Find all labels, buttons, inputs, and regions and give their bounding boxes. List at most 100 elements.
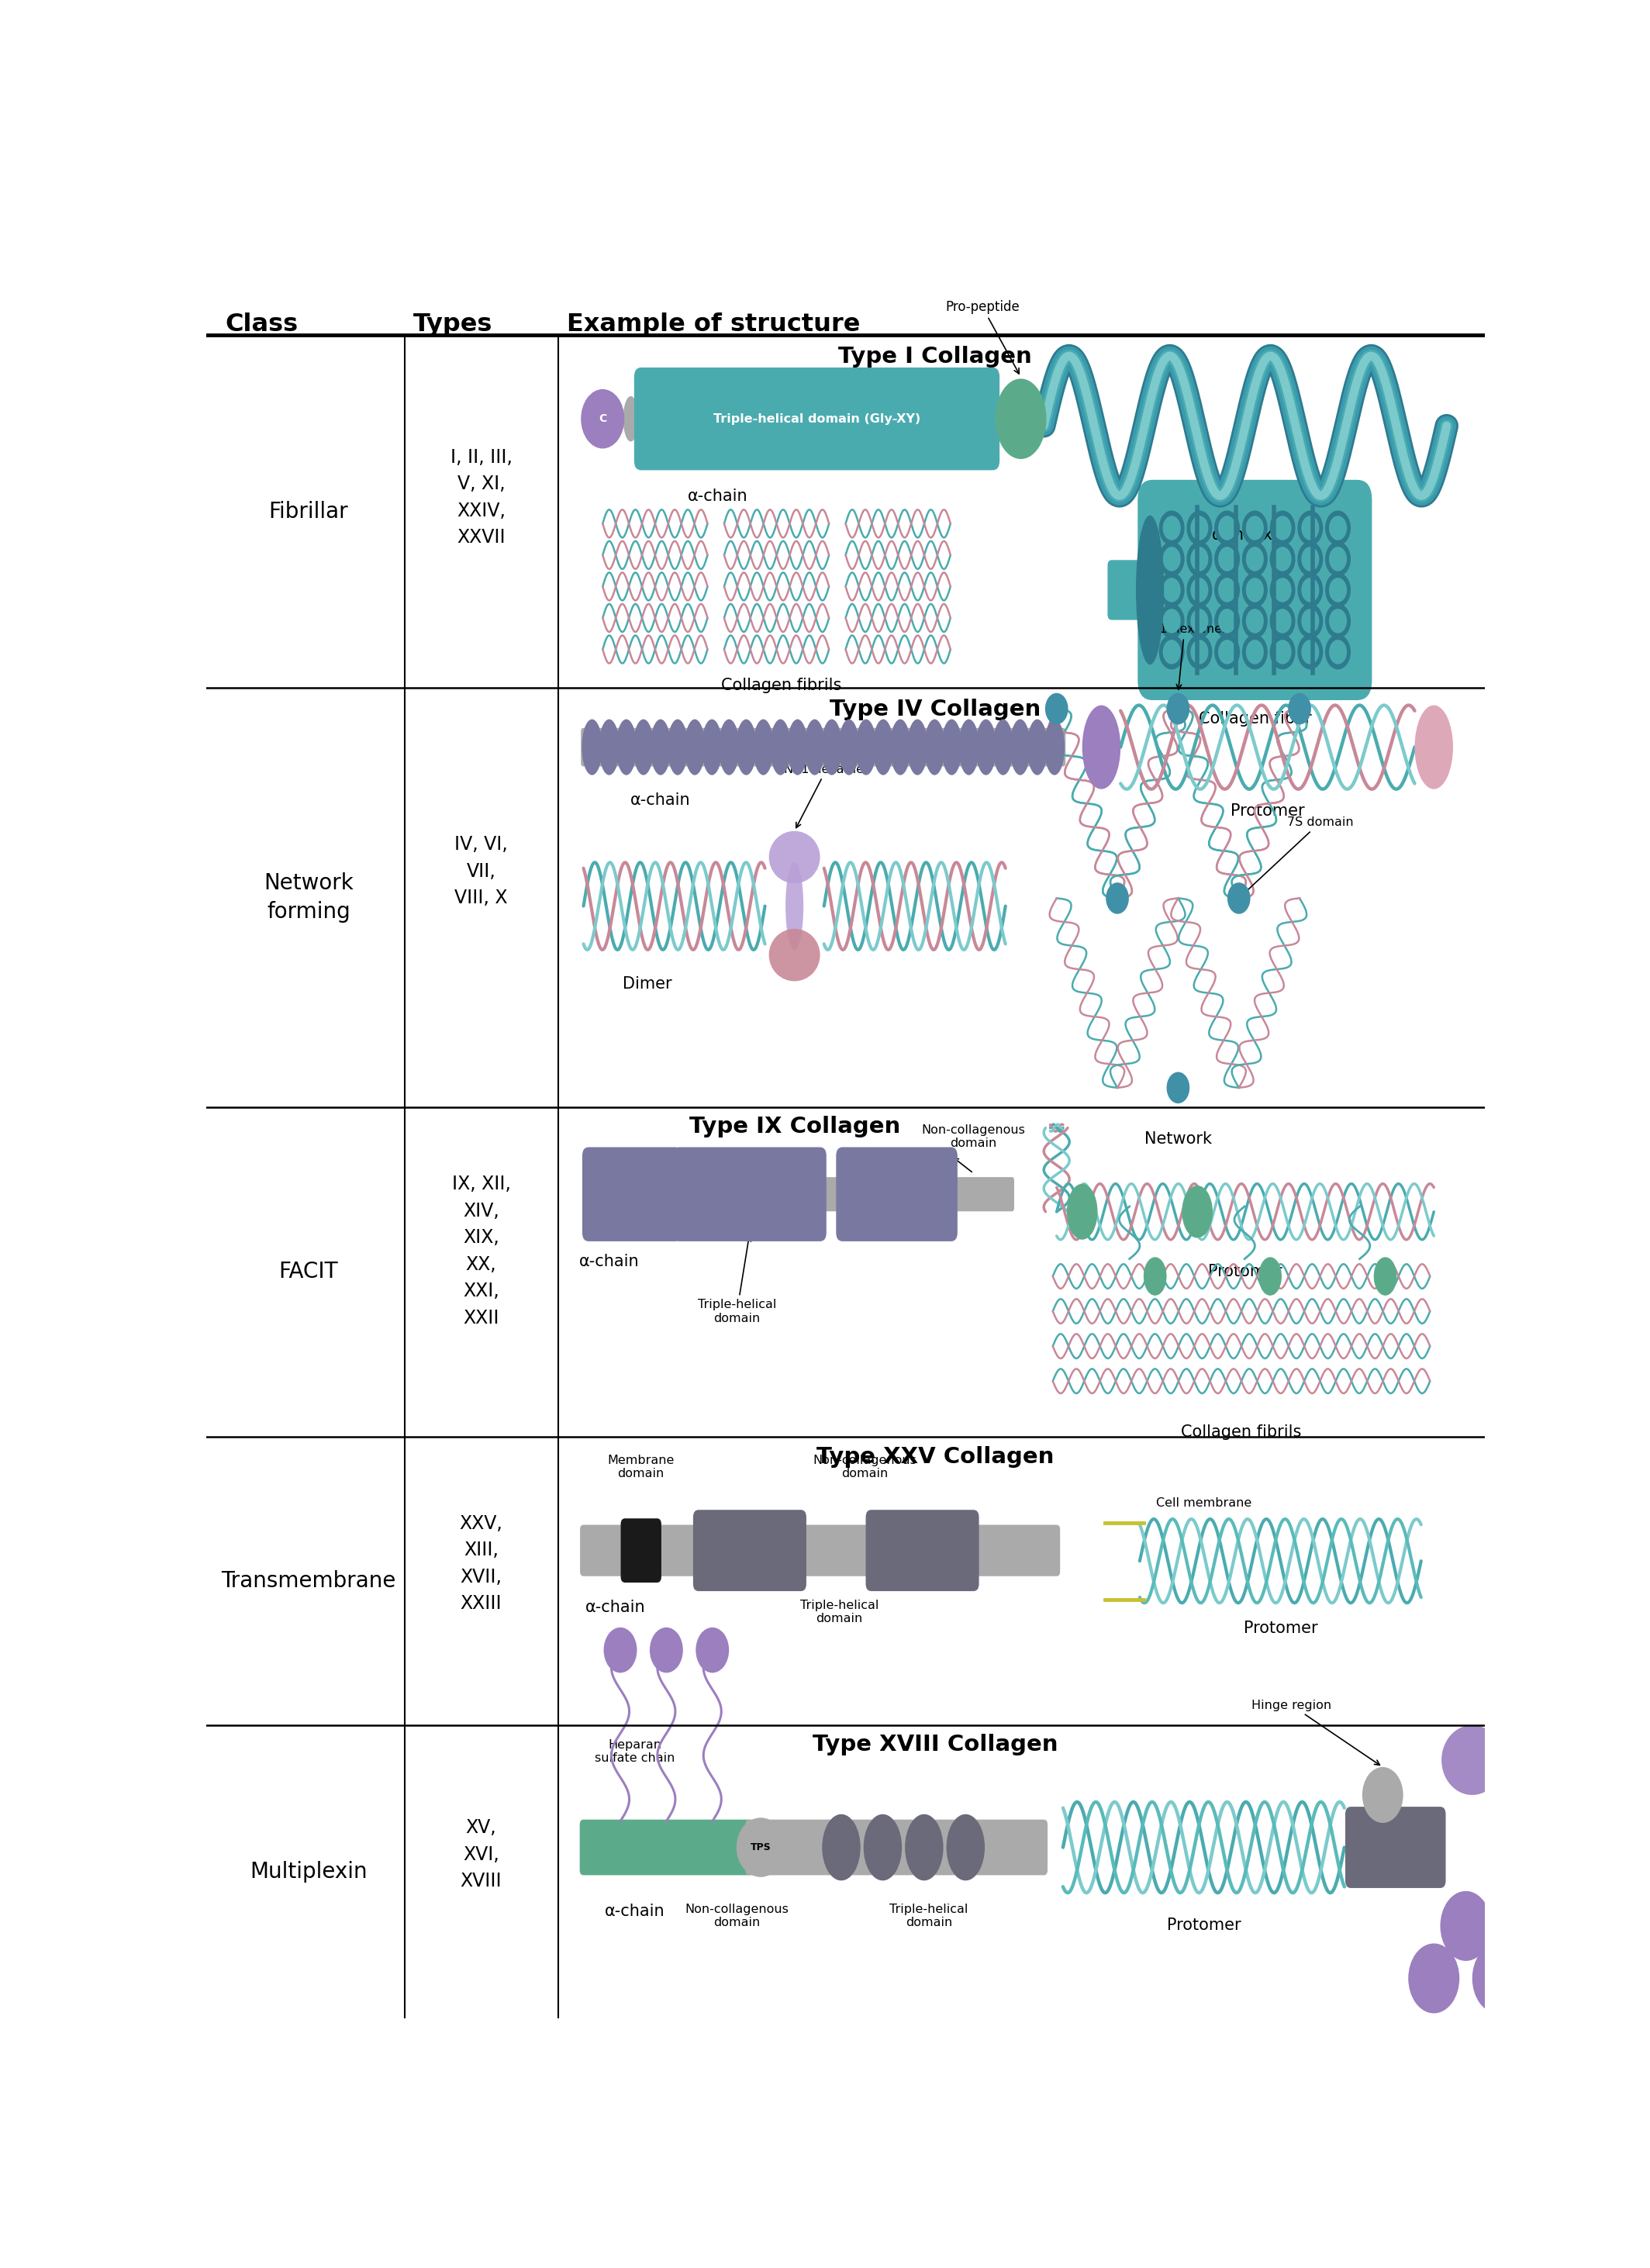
FancyBboxPatch shape (1138, 481, 1371, 701)
Text: IV, VI,
VII,
VIII, X: IV, VI, VII, VIII, X (454, 835, 508, 907)
Ellipse shape (873, 719, 893, 776)
Circle shape (1242, 603, 1267, 640)
Ellipse shape (889, 719, 911, 776)
Circle shape (1163, 547, 1181, 572)
Circle shape (1302, 640, 1320, 665)
FancyBboxPatch shape (582, 1148, 681, 1241)
Text: C: C (599, 413, 607, 424)
Text: α-chain: α-chain (586, 1599, 645, 1615)
Circle shape (1242, 572, 1267, 608)
Text: Protomer: Protomer (1167, 1916, 1241, 1932)
Circle shape (1228, 882, 1251, 914)
Circle shape (1167, 694, 1190, 723)
Circle shape (1186, 572, 1213, 608)
Circle shape (1246, 640, 1264, 665)
Circle shape (1274, 515, 1292, 540)
Circle shape (1186, 603, 1213, 640)
Ellipse shape (1135, 515, 1163, 665)
Circle shape (1440, 1892, 1492, 1962)
Text: Protomer: Protomer (1231, 803, 1305, 819)
Ellipse shape (736, 1817, 785, 1878)
Text: Triple-helical
domain: Triple-helical domain (698, 1236, 776, 1325)
Circle shape (1214, 635, 1239, 669)
Text: Heparan
sulfate chain: Heparan sulfate chain (594, 1740, 675, 1765)
Text: Protomer: Protomer (1208, 1263, 1282, 1279)
Circle shape (1214, 572, 1239, 608)
Text: IX, XII,
XIV,
XIX,
XX,
XXI,
XXII: IX, XII, XIV, XIX, XX, XXI, XXII (452, 1175, 510, 1327)
FancyBboxPatch shape (693, 1510, 807, 1592)
Ellipse shape (1143, 1256, 1167, 1295)
Circle shape (1270, 542, 1295, 576)
Text: Non-collagenous
domain: Non-collagenous domain (813, 1454, 917, 1479)
Ellipse shape (975, 719, 997, 776)
Circle shape (1297, 542, 1323, 576)
Ellipse shape (771, 719, 790, 776)
Circle shape (1297, 603, 1323, 640)
Text: Types: Types (414, 313, 493, 336)
Circle shape (696, 1628, 729, 1674)
Circle shape (1218, 640, 1236, 665)
Circle shape (1163, 608, 1181, 633)
Ellipse shape (634, 719, 653, 776)
Circle shape (1246, 547, 1264, 572)
Ellipse shape (908, 719, 927, 776)
Circle shape (1302, 547, 1320, 572)
Circle shape (1328, 640, 1346, 665)
Circle shape (1297, 510, 1323, 547)
Text: Non-collagenous
domain: Non-collagenous domain (685, 1903, 789, 1928)
Circle shape (1218, 578, 1236, 603)
Text: FACIT: FACIT (279, 1261, 338, 1284)
Ellipse shape (1044, 719, 1064, 776)
Ellipse shape (650, 719, 672, 776)
Text: Hinge region: Hinge region (1252, 1699, 1379, 1765)
Circle shape (1274, 640, 1292, 665)
Ellipse shape (1181, 1186, 1213, 1238)
Circle shape (1302, 578, 1320, 603)
Circle shape (1325, 635, 1351, 669)
Circle shape (1214, 542, 1239, 576)
Text: Type IX Collagen: Type IX Collagen (690, 1116, 899, 1136)
Text: α- helix: α- helix (1211, 526, 1272, 542)
Circle shape (1328, 608, 1346, 633)
Circle shape (1274, 547, 1292, 572)
Ellipse shape (1259, 1256, 1282, 1295)
Circle shape (1270, 635, 1295, 669)
Ellipse shape (947, 1814, 985, 1880)
Circle shape (1218, 547, 1236, 572)
Ellipse shape (822, 1814, 860, 1880)
Circle shape (1409, 1944, 1460, 2014)
Text: Triple-helical
domain: Triple-helical domain (889, 1903, 969, 1928)
Text: Pro-peptide: Pro-peptide (945, 299, 1020, 374)
Text: α-chain: α-chain (630, 792, 690, 807)
Circle shape (1274, 578, 1292, 603)
Text: TPS: TPS (751, 1842, 771, 1853)
FancyBboxPatch shape (581, 1524, 1059, 1576)
Circle shape (1190, 640, 1208, 665)
Circle shape (650, 1628, 683, 1674)
Circle shape (1325, 603, 1351, 640)
Text: Membrane
domain: Membrane domain (607, 1454, 675, 1479)
Circle shape (1218, 515, 1236, 540)
FancyBboxPatch shape (581, 728, 1066, 767)
Text: α-chain: α-chain (579, 1254, 639, 1270)
Ellipse shape (924, 719, 945, 776)
Circle shape (1274, 608, 1292, 633)
Ellipse shape (701, 719, 723, 776)
Circle shape (1190, 578, 1208, 603)
Circle shape (1186, 635, 1213, 669)
Ellipse shape (769, 830, 820, 882)
Circle shape (1302, 515, 1320, 540)
FancyBboxPatch shape (579, 1819, 752, 1876)
Text: Triple-helical
domain: Triple-helical domain (800, 1599, 878, 1624)
Ellipse shape (736, 719, 756, 776)
Ellipse shape (787, 719, 808, 776)
Ellipse shape (685, 719, 705, 776)
Circle shape (1106, 882, 1129, 914)
Circle shape (1302, 608, 1320, 633)
Ellipse shape (1442, 1726, 1503, 1794)
Circle shape (1242, 510, 1267, 547)
Text: Type XVIII Collagen: Type XVIII Collagen (812, 1733, 1058, 1755)
Ellipse shape (582, 719, 602, 776)
Text: Collagen fibrils: Collagen fibrils (1181, 1424, 1302, 1440)
Text: Protomer: Protomer (1244, 1619, 1317, 1635)
